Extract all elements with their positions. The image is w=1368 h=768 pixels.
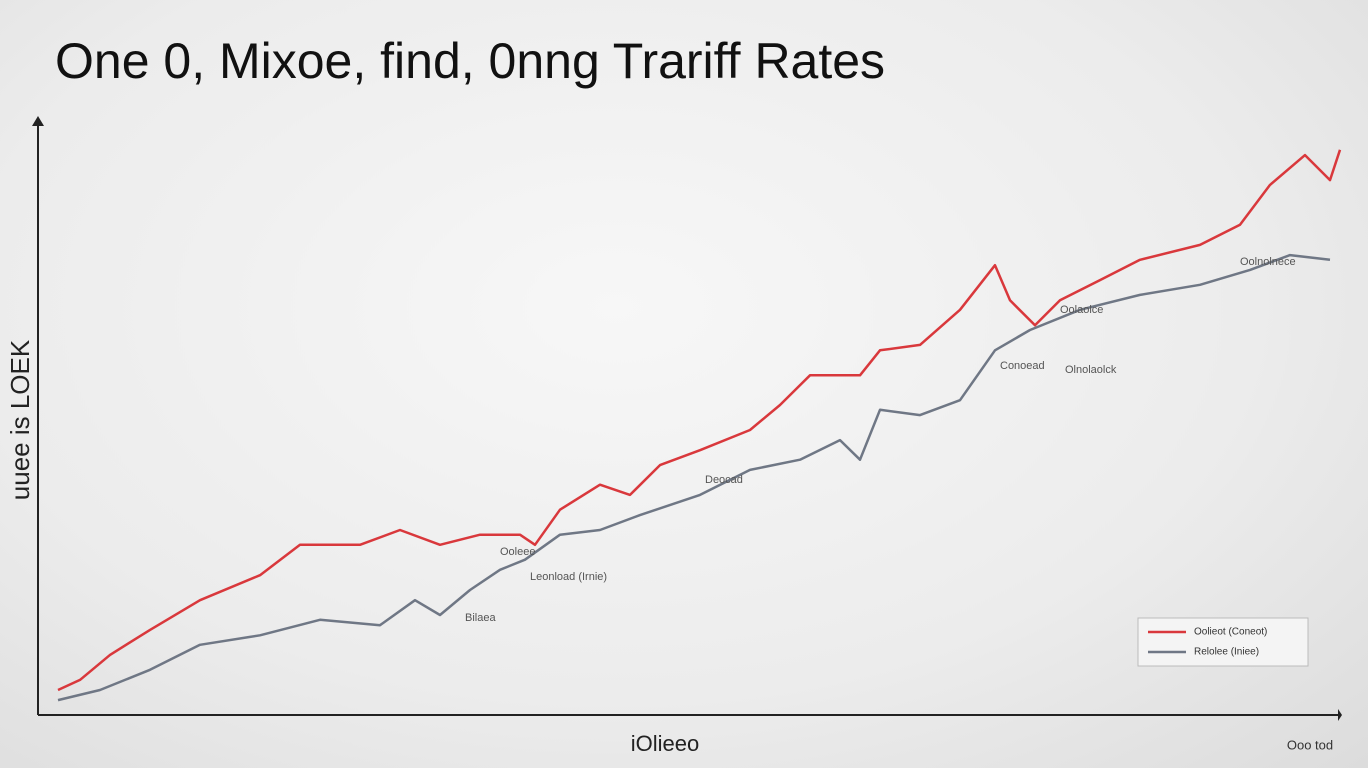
- annotation: Olnolaolck: [1065, 364, 1117, 376]
- corner-note: Ooo tod: [1287, 737, 1333, 752]
- annotation: Conoead: [1000, 360, 1045, 372]
- annotation: Bilaea: [465, 612, 496, 624]
- y-axis-label: uuee is LOEK: [5, 339, 35, 500]
- legend-box: [1137, 617, 1309, 667]
- annotation: Oolnolnece: [1240, 256, 1296, 268]
- chart-title: One 0, Mixoe, find, 0nng Trariff Rates: [55, 33, 885, 89]
- legend-label: Relolee (Iniee): [1194, 647, 1259, 658]
- legend-label: Oolieot (Coneot): [1194, 627, 1267, 638]
- annotation: Oolaolce: [1060, 304, 1103, 316]
- y-arrow: [32, 116, 44, 126]
- series-line: [57, 149, 1342, 692]
- x-axis-label: iOlieeo: [631, 731, 699, 756]
- annotation: Ooleee: [500, 546, 535, 558]
- x-arrow: [1338, 709, 1342, 721]
- annotation: Deocad: [705, 474, 743, 486]
- series-line: [57, 253, 1331, 702]
- annotation: Leonload (Irnie): [530, 571, 607, 583]
